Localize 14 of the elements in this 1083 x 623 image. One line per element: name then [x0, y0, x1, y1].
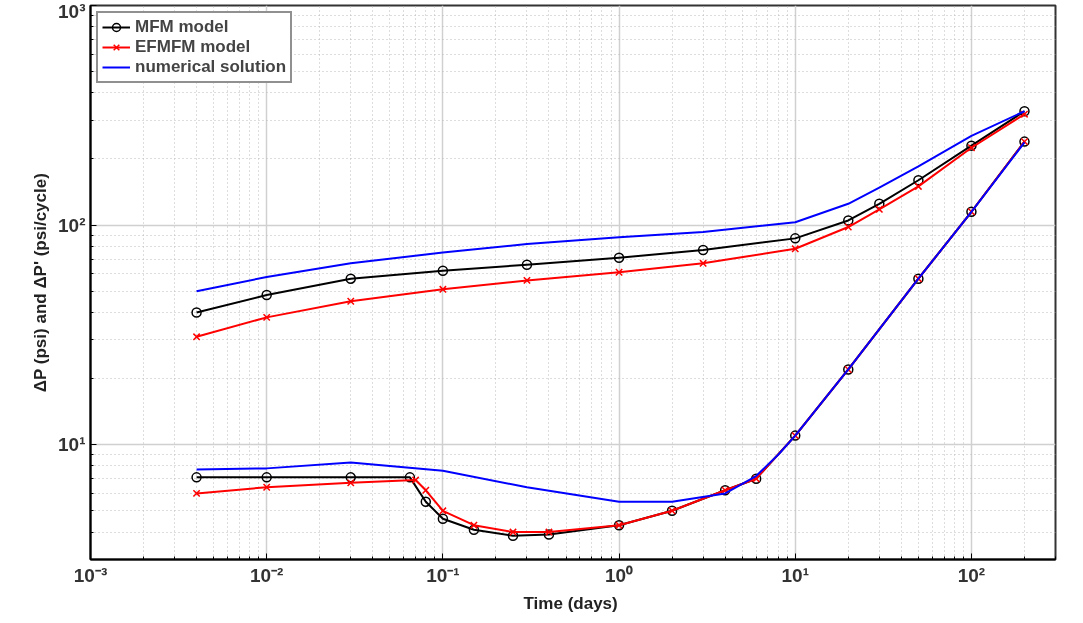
legend-label: EFMFM model: [135, 37, 251, 57]
x-tick-label: 10¹: [781, 564, 809, 586]
x-tick-label: 10²: [957, 564, 986, 586]
x-tick-label: 10⁻¹: [426, 564, 460, 586]
y-tick-label: 10³: [58, 0, 86, 22]
x-tick-label: 10⁻²: [249, 564, 284, 586]
legend-label: MFM model: [135, 17, 229, 37]
x-tick-label: 10⁰: [605, 564, 634, 586]
y-axis-title: ΔP (psi) and ΔP' (psi/cycle): [31, 173, 51, 393]
y-tick-label: 10²: [58, 214, 86, 236]
x-axis-title: Time (days): [523, 593, 618, 613]
legend-label: numerical solution: [135, 57, 287, 77]
y-tick-label: 10¹: [58, 434, 86, 456]
x-tick-label: 10⁻³: [73, 564, 108, 586]
